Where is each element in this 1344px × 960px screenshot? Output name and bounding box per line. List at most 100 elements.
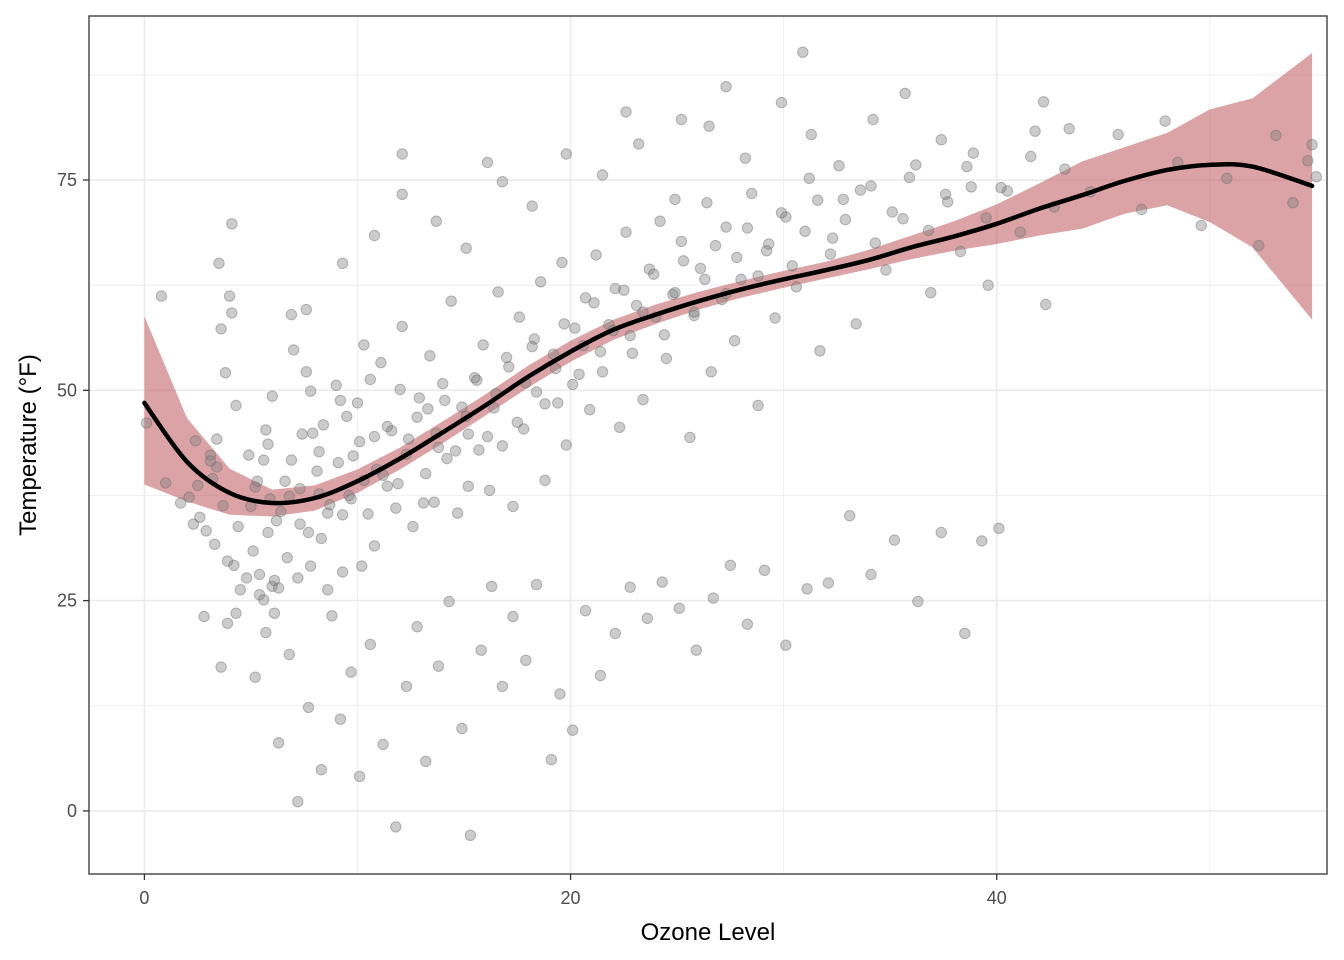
data-point — [1310, 171, 1323, 183]
data-point — [854, 184, 867, 196]
data-point — [528, 333, 540, 345]
data-point — [477, 339, 489, 351]
data-point — [445, 295, 457, 307]
data-point — [411, 411, 423, 423]
data-point — [709, 239, 722, 252]
data-point — [377, 738, 389, 751]
data-point — [351, 397, 364, 409]
data-point — [775, 207, 788, 219]
data-point — [613, 421, 626, 433]
y-tick-label: 25 — [57, 591, 77, 611]
data-point — [228, 559, 240, 571]
data-point — [294, 518, 306, 530]
data-point — [554, 688, 566, 700]
data-point — [624, 581, 636, 593]
data-point — [420, 755, 432, 767]
data-point — [545, 753, 558, 766]
data-point — [530, 578, 543, 591]
data-point — [189, 435, 202, 447]
data-point — [961, 160, 973, 173]
x-axis-title: Ozone Level — [641, 919, 776, 946]
data-point — [912, 595, 924, 608]
data-point — [869, 237, 881, 249]
data-point — [594, 345, 607, 358]
data-point — [899, 87, 911, 100]
data-point — [407, 520, 419, 533]
data-point — [1195, 219, 1208, 232]
data-point — [965, 181, 977, 193]
data-point — [684, 431, 696, 444]
data-point — [356, 560, 368, 572]
data-point — [420, 467, 432, 480]
data-point — [669, 287, 681, 299]
data-point — [302, 701, 315, 714]
data-point — [204, 449, 217, 461]
data-point — [703, 120, 715, 132]
data-point — [460, 242, 472, 254]
data-point — [334, 394, 347, 407]
data-point — [211, 433, 223, 445]
data-point — [198, 610, 210, 623]
data-point — [192, 479, 204, 492]
data-point — [200, 525, 212, 537]
data-point — [1135, 203, 1148, 216]
data-point — [272, 582, 285, 594]
data-point — [268, 574, 281, 587]
data-point — [336, 257, 349, 269]
data-point — [526, 340, 538, 353]
data-point — [155, 290, 168, 302]
data-point — [824, 248, 837, 260]
data-point — [462, 428, 474, 440]
data-point — [400, 680, 413, 693]
data-point — [637, 393, 649, 406]
data-point — [573, 368, 585, 380]
data-point — [624, 329, 636, 342]
data-point — [260, 424, 272, 436]
data-point — [500, 351, 513, 364]
data-point — [675, 235, 688, 248]
data-point — [993, 522, 1005, 534]
data-point — [481, 156, 494, 169]
data-point — [752, 270, 764, 282]
data-point — [275, 505, 287, 518]
data-point — [549, 362, 562, 375]
data-point — [140, 417, 153, 429]
data-point — [699, 273, 711, 285]
data-point — [394, 383, 406, 396]
data-point — [368, 430, 381, 443]
confidence-band — [144, 53, 1313, 517]
data-point — [865, 180, 877, 192]
data-point — [567, 378, 579, 391]
data-point — [334, 713, 347, 725]
data-point — [867, 113, 879, 126]
data-point — [769, 312, 781, 324]
data-point — [675, 113, 688, 126]
data-point — [311, 465, 323, 477]
data-point — [518, 423, 530, 435]
data-point — [432, 660, 445, 672]
data-point — [643, 263, 656, 275]
data-point — [660, 352, 673, 365]
data-point — [728, 335, 741, 347]
data-point — [803, 172, 815, 185]
data-point — [300, 303, 312, 316]
data-point — [300, 366, 312, 378]
data-point — [503, 361, 515, 373]
data-point — [174, 497, 187, 509]
data-point — [513, 311, 526, 323]
y-axis: 0 25 50 75 — [57, 170, 89, 821]
data-point — [760, 245, 773, 257]
data-point — [353, 770, 366, 783]
data-point — [469, 372, 481, 384]
data-point — [520, 654, 532, 666]
data-point — [304, 560, 317, 572]
data-point — [656, 576, 668, 588]
data-point — [496, 680, 509, 693]
data-point — [648, 268, 660, 280]
data-point — [183, 491, 195, 503]
data-point — [995, 181, 1007, 194]
data-point — [865, 568, 877, 581]
data-point — [707, 592, 719, 604]
data-point — [296, 428, 308, 440]
data-point — [720, 81, 732, 93]
